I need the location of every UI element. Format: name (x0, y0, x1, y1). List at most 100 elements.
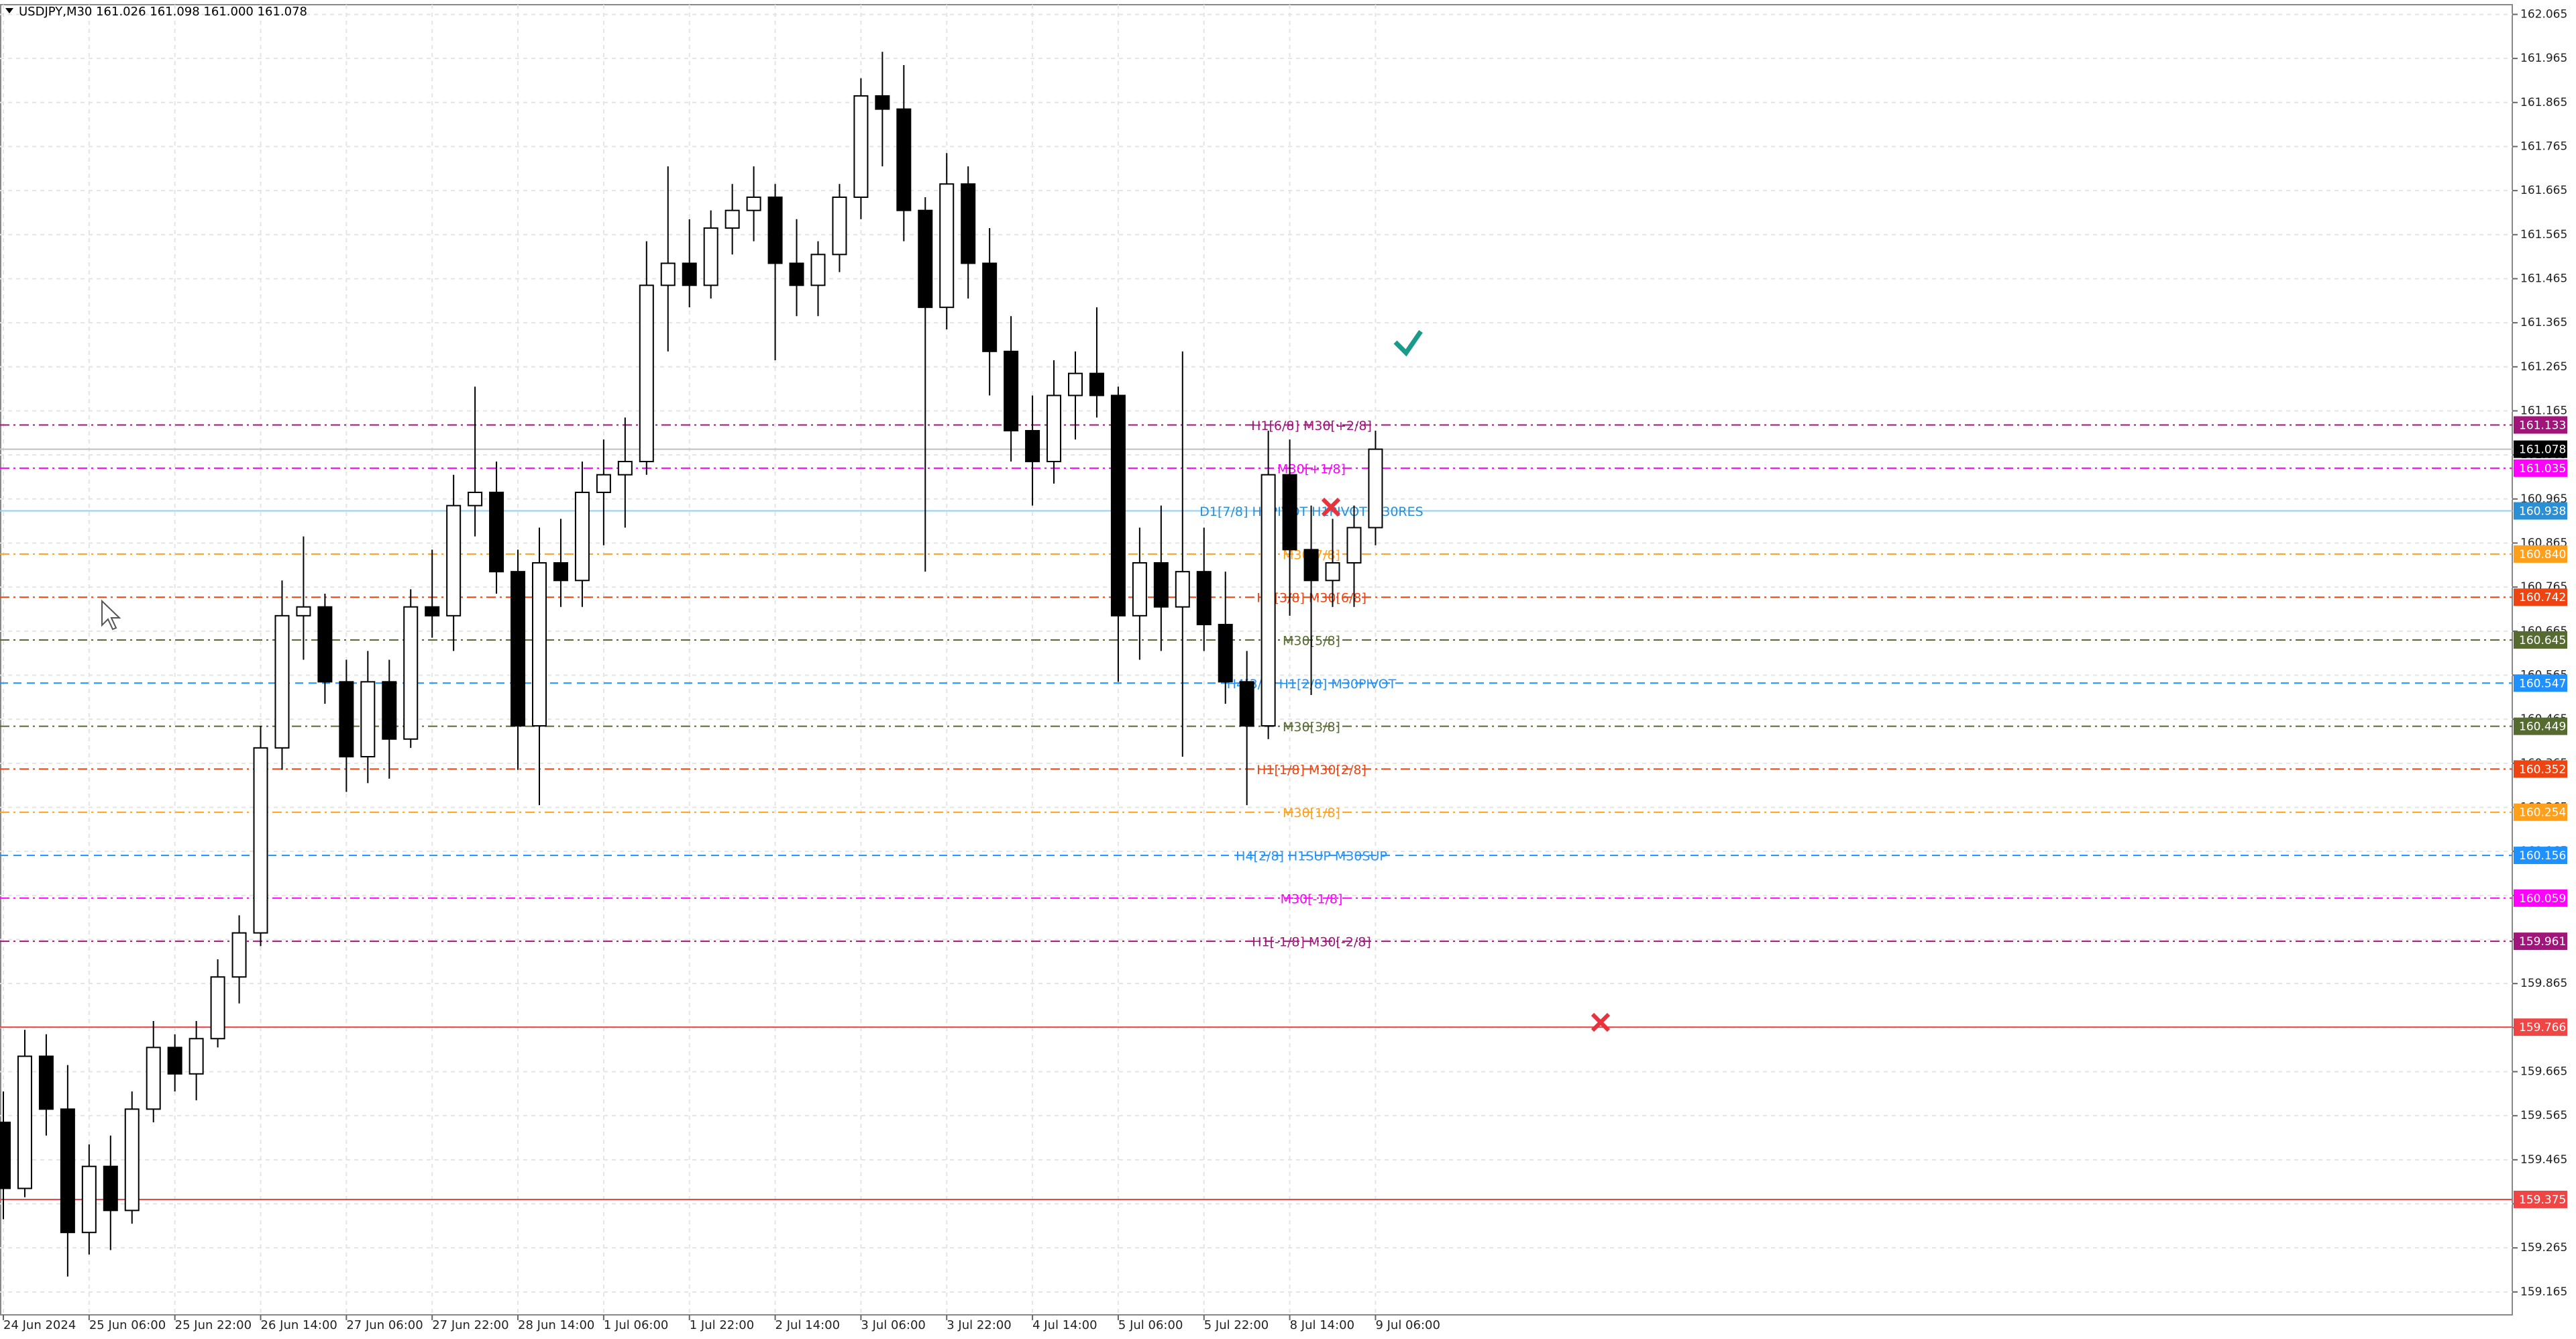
menu-arrow[interactable] (5, 8, 13, 13)
candle-body (1153, 562, 1169, 608)
y-tick-label: 159.665 (2520, 1065, 2567, 1079)
x-tick-label: 2 Jul 14:00 (775, 1318, 841, 1332)
candle-body (1196, 571, 1212, 625)
candle-body (167, 1047, 182, 1075)
price-tag-label: 161.133 (2519, 419, 2566, 432)
level-label: H4[2/8] H1SUP M30SUP (1236, 849, 1387, 864)
candle-body (1239, 681, 1254, 727)
level-label: H1[-1/8] M30[-2/8] (1252, 935, 1371, 950)
price-tag (2514, 760, 2567, 778)
price-tag (2514, 631, 2567, 649)
candle-body (60, 1108, 75, 1234)
candle-body (1218, 623, 1233, 683)
candle-body (1282, 474, 1297, 551)
candle-body (1004, 350, 1019, 432)
y-tick-label: 161.865 (2520, 96, 2567, 109)
candle-body (38, 1055, 54, 1110)
x-tick-label: 4 Jul 14:00 (1032, 1318, 1097, 1332)
price-tag (2514, 889, 2567, 907)
x-tick-label: 8 Jul 14:00 (1290, 1318, 1355, 1332)
price-tag-label: 160.645 (2519, 634, 2566, 647)
price-tag-label: 160.156 (2519, 849, 2566, 863)
price-tag-label: 160.352 (2519, 763, 2566, 776)
x-tick-label: 28 Jun 14:00 (518, 1318, 594, 1332)
y-tick-label: 161.965 (2520, 52, 2567, 65)
x-tick-label: 27 Jun 22:00 (432, 1318, 508, 1332)
x-tick-label: 3 Jul 22:00 (947, 1318, 1012, 1332)
candle-body (574, 491, 590, 582)
candle-body (532, 562, 547, 727)
candle-body (103, 1165, 118, 1212)
cross-mark (1321, 497, 1341, 517)
candle-body (360, 681, 376, 757)
cross-mark (1591, 1012, 1611, 1032)
y-tick-label: 161.165 (2520, 404, 2567, 417)
x-tick-label: 1 Jul 06:00 (604, 1318, 669, 1332)
price-tag (2514, 545, 2567, 563)
candle-body (810, 254, 826, 286)
candle-body (982, 262, 998, 352)
chart-title: USDJPY,M30 161.026 161.098 161.000 161.0… (19, 5, 307, 19)
candle-body (189, 1038, 204, 1075)
candle-body (317, 606, 333, 683)
x-tick-label: 9 Jul 06:00 (1375, 1318, 1440, 1332)
candle-body (703, 227, 718, 286)
x-tick-label: 25 Jun 06:00 (89, 1318, 166, 1332)
level-label: H1[1/8] M30[2/8] (1256, 763, 1366, 778)
candle-body (1068, 372, 1083, 396)
candle-body (489, 491, 504, 573)
candle-body (853, 95, 869, 198)
price-tag (2514, 502, 2567, 520)
candle-body (124, 1108, 140, 1212)
price-tag-label: 160.742 (2519, 591, 2566, 604)
plot-frame (0, 4, 2513, 1316)
price-tag (2514, 588, 2567, 606)
price-tag (2514, 1190, 2567, 1208)
candle-body (939, 183, 955, 309)
x-tick-label: 1 Jul 22:00 (690, 1318, 755, 1332)
candle-body (1046, 394, 1062, 462)
price-tag (2514, 416, 2567, 434)
y-tick-label: 161.565 (2520, 228, 2567, 242)
level-label: H1[6/8] M30[+2/8] (1251, 419, 1372, 433)
price-tag (2514, 1018, 2567, 1036)
candle-body (81, 1165, 97, 1234)
candle-body (746, 196, 761, 211)
price-tag-label: 160.254 (2519, 806, 2566, 820)
candle-body (1368, 448, 1383, 529)
candle-body (875, 95, 890, 110)
candle-body (596, 474, 611, 493)
y-tick-label: 161.265 (2520, 360, 2567, 374)
candle-body (1132, 562, 1147, 617)
candle-body (1110, 394, 1126, 617)
candle-body (511, 571, 526, 727)
x-tick-label: 26 Jun 14:00 (261, 1318, 337, 1332)
candle-body (1175, 571, 1190, 608)
candle-body (1346, 527, 1362, 564)
level-label: M30[1/8] (1283, 806, 1340, 820)
candle-body (682, 262, 697, 286)
price-tag (2514, 674, 2567, 692)
level-label: M30[+1/8] (1277, 462, 1346, 476)
candle-body (253, 747, 268, 934)
candle-body (468, 491, 483, 506)
candle-body (17, 1055, 32, 1189)
candle-body (1303, 549, 1319, 582)
y-tick-label: 162.065 (2520, 7, 2567, 21)
y-tick-label: 161.365 (2520, 316, 2567, 329)
x-tick-label: 5 Jul 06:00 (1118, 1318, 1183, 1332)
candle-body (660, 262, 676, 286)
candle-body (617, 460, 633, 476)
candle-body (403, 606, 419, 740)
check-mark (1393, 330, 1423, 357)
y-tick-label: 159.465 (2520, 1153, 2567, 1167)
y-tick-label: 159.565 (2520, 1109, 2567, 1122)
x-tick-label: 5 Jul 22:00 (1204, 1318, 1269, 1332)
candle-body (382, 681, 397, 740)
plot: 159.165159.265159.365159.465159.565159.6… (0, 4, 2567, 1332)
candle-body (1089, 372, 1104, 396)
price-tag-label: 160.059 (2519, 892, 2566, 906)
price-tag (2514, 803, 2567, 821)
